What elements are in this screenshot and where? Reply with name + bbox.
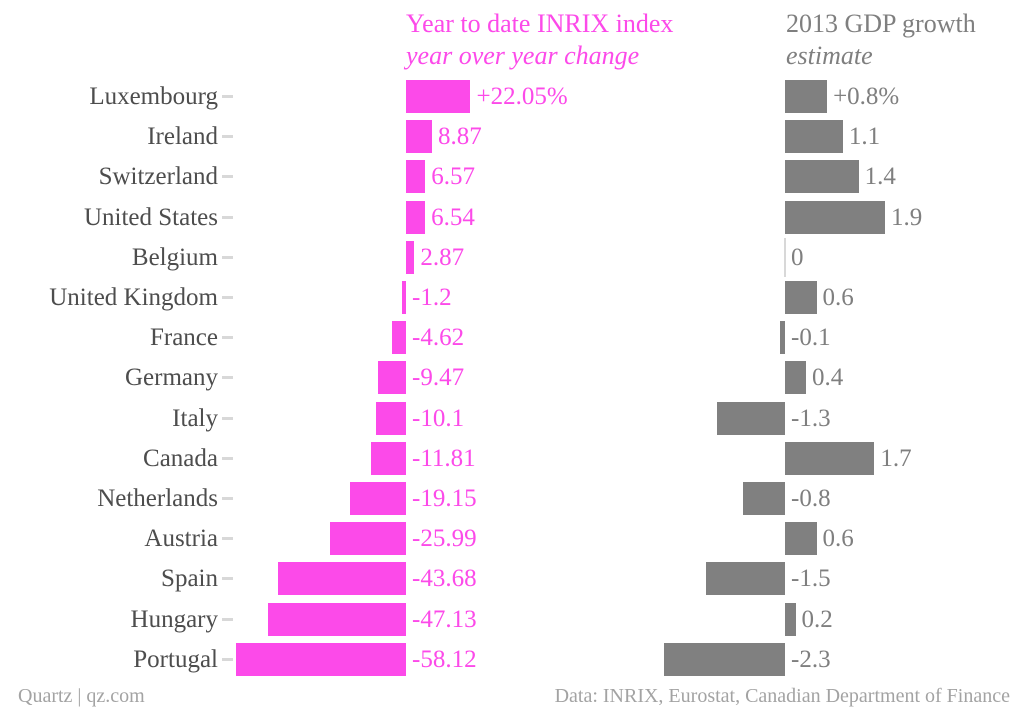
- gdp-bar-france: [779, 321, 785, 355]
- country-label-italy: Italy: [172, 404, 218, 432]
- country-label-netherlands: Netherlands: [97, 485, 218, 512]
- inrix-bar-france: [392, 321, 406, 355]
- inrix-bar-netherlands: [349, 482, 406, 515]
- gdp-value-label: -0.8: [791, 485, 831, 512]
- axis-tick: [222, 456, 233, 460]
- footer-brand: Quartz | qz.com: [18, 685, 145, 707]
- gdp-value-label: 0.6: [822, 284, 854, 311]
- country-label-belgium: Belgium: [131, 243, 218, 271]
- gdp-zero-line: [784, 237, 786, 277]
- country-label-switzerland: Switzerland: [98, 163, 218, 191]
- gdp-value-label: -0.1: [791, 324, 831, 352]
- gdp-bar-spain: [706, 562, 785, 596]
- gdp-value-label: 1.1: [848, 123, 881, 151]
- country-label-portugal: Portugal: [133, 645, 218, 673]
- axis-tick: [222, 135, 233, 139]
- inrix-value-label: -19.15: [412, 485, 477, 512]
- axis-tick: [222, 497, 233, 500]
- axis-tick: [222, 416, 233, 420]
- inrix-bar-germany: [378, 361, 406, 395]
- country-label-united-states: United States: [83, 203, 218, 231]
- gdp-value-label: 1.7: [880, 444, 912, 472]
- inrix-bar-hungary: [268, 602, 406, 636]
- country-label-france: France: [149, 324, 218, 352]
- axis-tick: [222, 657, 233, 661]
- country-label-spain: Spain: [161, 565, 218, 593]
- gdp-value-label: 1.9: [890, 203, 923, 231]
- inrix-value-label: -43.68: [412, 565, 477, 593]
- gdp-value-label: 1.4: [864, 163, 896, 191]
- gdp-bar-netherlands: [742, 482, 785, 515]
- axis-tick: [222, 336, 233, 340]
- country-label-hungary: Hungary: [130, 605, 218, 633]
- gdp-bar-italy: [716, 401, 785, 435]
- axis-tick: [222, 215, 233, 219]
- gdp-chart-title-line2: estimate: [786, 41, 873, 70]
- country-label-united-kingdom: United Kingdom: [49, 284, 218, 311]
- axis-tick: [222, 617, 233, 621]
- gdp-value-label: -1.3: [791, 404, 831, 432]
- gdp-bar-austria: [785, 522, 817, 556]
- inrix-value-label: -10.1: [412, 404, 465, 432]
- gdp-value-label: 0: [791, 243, 804, 271]
- gdp-bar-switzerland: [785, 160, 859, 194]
- inrix-bar-switzerland: [406, 160, 426, 194]
- gdp-value-label: 0.6: [822, 525, 854, 553]
- inrix-bar-portugal: [235, 642, 406, 676]
- gdp-bar-united-states: [785, 200, 885, 234]
- gdp-chart-title: 2013 GDP growth estimate: [786, 8, 976, 72]
- inrix-value-label: 6.57: [431, 163, 475, 191]
- axis-tick: [222, 255, 233, 259]
- axis-tick: [222, 376, 233, 380]
- inrix-value-label: 2.87: [420, 243, 465, 271]
- inrix-bar-italy: [376, 401, 406, 435]
- gdp-bar-luxembourg: [785, 80, 828, 113]
- country-label-austria: Austria: [144, 525, 218, 553]
- axis-tick: [222, 95, 233, 98]
- gdp-bar-hungary: [785, 602, 796, 636]
- country-label-luxembourg: Luxembourg: [89, 83, 218, 110]
- inrix-bar-canada: [371, 441, 406, 475]
- inrix-bar-spain: [278, 562, 406, 596]
- inrix-value-label: +22.05%: [476, 83, 568, 110]
- inrix-value-label: 6.54: [431, 203, 475, 231]
- inrix-value-label: -9.47: [412, 364, 465, 392]
- country-label-germany: Germany: [124, 364, 218, 392]
- inrix-value-label: -25.99: [412, 525, 477, 553]
- gdp-bar-portugal: [664, 642, 785, 676]
- gdp-value-label: +0.8%: [833, 83, 900, 110]
- inrix-value-label: -58.12: [412, 645, 477, 673]
- gdp-bar-ireland: [785, 120, 843, 154]
- gdp-bar-germany: [785, 361, 807, 395]
- inrix-chart-title-line2: year over year change: [406, 41, 640, 70]
- gdp-value-label: 0.4: [812, 364, 844, 392]
- inrix-value-label: -4.62: [412, 324, 465, 352]
- inrix-chart-title-line1: Year to date INRIX index: [406, 9, 674, 38]
- gdp-bar-united-kingdom: [785, 281, 817, 314]
- country-label-canada: Canada: [143, 444, 218, 472]
- inrix-bar-austria: [329, 522, 406, 556]
- footer-data-source: Data: INRIX, Eurostat, Canadian Departme…: [554, 685, 1010, 707]
- axis-tick: [222, 577, 233, 581]
- country-label-ireland: Ireland: [147, 123, 218, 151]
- gdp-bar-canada: [785, 441, 875, 475]
- axis-tick: [222, 537, 233, 541]
- inrix-bar-ireland: [406, 120, 432, 154]
- gdp-value-label: 0.2: [801, 605, 833, 633]
- gdp-value-label: -1.5: [791, 565, 831, 593]
- inrix-bar-united-kingdom: [402, 281, 406, 314]
- gdp-chart-title-line1: 2013 GDP growth: [786, 9, 976, 38]
- axis-tick: [222, 296, 233, 299]
- inrix-chart-title: Year to date INRIX index year over year …: [406, 8, 673, 72]
- inrix-value-label: -11.81: [412, 444, 476, 472]
- inrix-value-label: 8.87: [437, 123, 482, 151]
- inrix-value-label: -1.2: [412, 284, 452, 311]
- inrix-bar-belgium: [406, 240, 415, 274]
- inrix-bar-luxembourg: [406, 80, 471, 113]
- inrix-value-label: -47.13: [412, 605, 477, 633]
- axis-tick: [222, 175, 233, 179]
- gdp-value-label: -2.3: [791, 645, 831, 673]
- inrix-bar-united-states: [406, 200, 426, 234]
